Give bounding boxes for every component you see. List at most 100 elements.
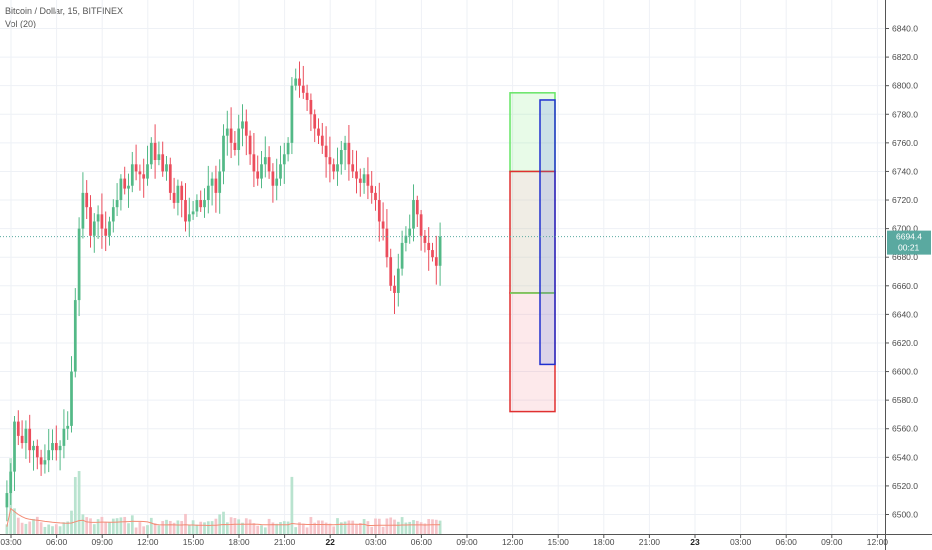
volume-bar	[108, 521, 111, 534]
candle-body	[115, 200, 119, 208]
volume-bar	[271, 522, 275, 534]
time-axis[interactable]: 03:00 06:00 09:00 12:00 15:00 18:00 21:00 22 03:…	[0, 534, 888, 547]
volume-bar	[351, 520, 355, 534]
volume-bar	[119, 517, 123, 534]
volume-bar	[244, 518, 248, 534]
candle-body	[290, 85, 294, 143]
time-tick-label: 12:00	[867, 537, 889, 547]
volume-bar	[214, 518, 218, 534]
volume-bar	[96, 519, 100, 534]
volume-bar	[286, 521, 290, 534]
volume-bar	[358, 522, 362, 534]
candle-body	[317, 128, 320, 136]
blue-rectangle	[539, 99, 556, 366]
candle-body	[73, 300, 77, 372]
candle-body	[374, 192, 377, 201]
volume-bar	[328, 523, 332, 534]
volume-bar	[256, 525, 260, 534]
candle-body	[104, 228, 108, 236]
candle-body	[13, 421, 16, 472]
volume-bar	[85, 517, 89, 534]
volume-bar	[252, 523, 256, 534]
candle-body	[161, 154, 165, 172]
volume-bar	[206, 521, 210, 534]
volume-bar	[81, 514, 85, 534]
price-axis[interactable]: 6500.0 6520.0 6540.0 6560.0 6580.0 6600.0 6620…	[885, 24, 918, 520]
volume-bar	[73, 477, 77, 534]
candle-body	[309, 99, 313, 115]
volume-bar	[5, 524, 9, 534]
candle-body	[111, 207, 115, 222]
volume-bar	[305, 527, 309, 534]
candle-body	[191, 211, 195, 215]
volume-bar	[176, 520, 180, 534]
candle-body	[358, 178, 362, 183]
volume-bar	[153, 523, 157, 534]
volume-label: Vol (20)	[5, 19, 37, 29]
volume-bar	[408, 521, 412, 534]
time-tick-label: 18:00	[228, 537, 250, 547]
candle-body	[199, 200, 203, 208]
time-tick-label: 18:00	[593, 537, 615, 547]
candle-body	[252, 154, 256, 172]
candle-body	[39, 457, 43, 465]
candle-body	[267, 157, 271, 172]
candle-body	[176, 185, 180, 203]
candle-body	[385, 228, 389, 258]
candle-body	[279, 164, 282, 179]
volume-bar	[332, 526, 336, 534]
time-tick-label: 12:00	[502, 537, 524, 547]
volume-bar	[294, 527, 298, 534]
volume-bar	[366, 521, 370, 534]
volume-bar	[134, 527, 138, 534]
candle-body	[108, 221, 111, 236]
volume-bar	[339, 522, 343, 534]
price-tag: 6694.4 00:21	[887, 230, 931, 255]
candle-body	[127, 185, 130, 189]
volume-bar	[199, 521, 203, 534]
candle-body	[423, 235, 427, 243]
candle-body	[180, 185, 184, 201]
volume-bar	[58, 526, 62, 534]
candle-body	[355, 171, 358, 179]
volume-bar	[35, 516, 39, 534]
time-tick-label: 15:00	[548, 537, 570, 547]
price-tick-label: 6840.0	[892, 24, 918, 34]
candle-body	[328, 157, 332, 165]
position-drawings[interactable]	[509, 92, 556, 413]
candle-body	[286, 142, 290, 155]
volume-bar	[438, 520, 442, 534]
candle-body	[229, 128, 233, 143]
candle-body	[396, 268, 400, 293]
candle-body	[195, 200, 199, 212]
volume-bar	[343, 521, 347, 534]
candle-body	[343, 142, 347, 150]
candle-body	[222, 135, 225, 172]
candle-body	[43, 460, 47, 465]
price-tick-label: 6740.0	[892, 166, 918, 176]
volume-bar	[123, 516, 127, 534]
candle-body	[165, 164, 168, 172]
volume-bar	[320, 520, 324, 534]
chart-legend: Bitcoin / Dollar, 15, BITFINEX Vol (20)	[5, 5, 123, 31]
candle-body	[119, 178, 123, 201]
volume-bar	[187, 525, 191, 534]
volume-bar	[347, 520, 351, 534]
volume-bar	[180, 520, 184, 534]
volume-bar	[336, 518, 339, 534]
volume-bar	[427, 519, 431, 534]
candle-body	[24, 428, 28, 444]
volume-bar	[16, 517, 20, 534]
candle-body	[142, 174, 146, 179]
volume-bar	[28, 521, 32, 534]
candle-body	[362, 174, 366, 183]
volume-ma-path	[6, 507, 441, 527]
volume-bar	[54, 524, 58, 534]
candle-body	[58, 445, 62, 451]
volume-bar	[260, 525, 263, 534]
candle-body	[168, 164, 172, 193]
volume-bar	[393, 519, 396, 534]
candle-body	[313, 114, 317, 129]
